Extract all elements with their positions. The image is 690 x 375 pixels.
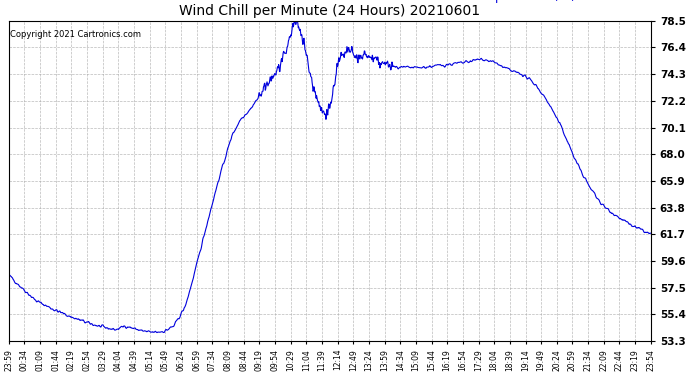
Title: Wind Chill per Minute (24 Hours) 20210601: Wind Chill per Minute (24 Hours) 2021060… xyxy=(179,4,480,18)
Text: Copyright 2021 Cartronics.com: Copyright 2021 Cartronics.com xyxy=(10,30,141,39)
Text: Temperature  (°F): Temperature (°F) xyxy=(471,0,575,3)
